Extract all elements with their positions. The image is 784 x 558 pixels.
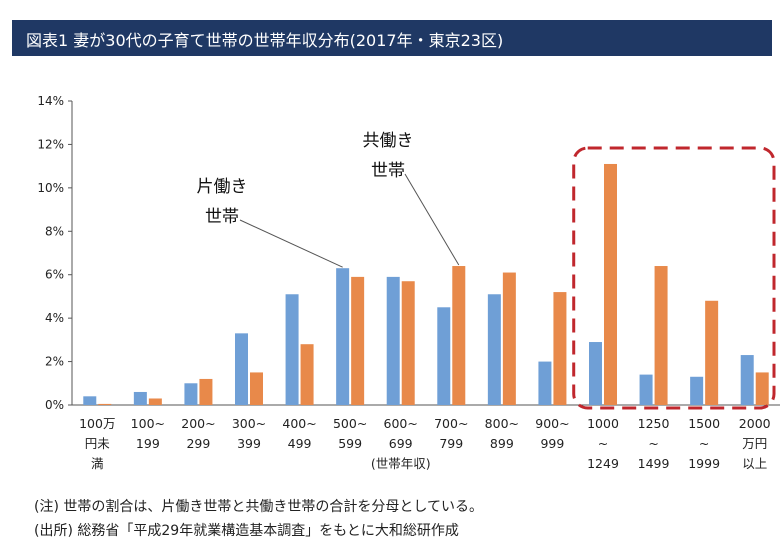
bar-single-income — [336, 268, 350, 405]
bar-single-income — [83, 396, 97, 405]
bar-dual-income — [502, 272, 516, 405]
bar-dual-income — [654, 266, 668, 405]
title-bar: 図表1 妻が30代の子育て世帯の世帯年収分布(2017年・東京23区) — [12, 20, 772, 56]
bar-single-income — [235, 333, 248, 405]
y-tick-label: 14% — [37, 94, 64, 108]
x-tick-label: ~ — [598, 436, 608, 451]
bar-single-income — [437, 307, 451, 405]
bar-single-income — [740, 355, 754, 405]
annotation-leader-line — [239, 219, 343, 268]
highlight-box — [572, 146, 776, 410]
x-tick-label: 499 — [288, 436, 312, 451]
bar-dual-income — [452, 266, 466, 405]
bar-single-income — [487, 294, 501, 405]
bar-dual-income — [98, 403, 112, 405]
y-tick-label: 2% — [45, 355, 64, 369]
annotation-label: 世帯 — [371, 161, 405, 181]
bar-single-income — [285, 294, 299, 405]
x-tick-label: 1499 — [638, 456, 670, 471]
bar-single-income — [538, 361, 552, 405]
source-text: (出所) 総務省「平成29年就業構造基本調査」をもとに大和総研作成 — [34, 523, 459, 539]
x-tick-label: 1500 — [688, 416, 720, 431]
y-tick-label: 10% — [37, 181, 64, 195]
bar-dual-income — [300, 344, 314, 405]
y-tick-label: 0% — [45, 398, 64, 412]
chart-title: 図表1 妻が30代の子育て世帯の世帯年収分布(2017年・東京23区) — [26, 31, 504, 50]
bar-dual-income — [250, 372, 263, 405]
x-tick-label: 100万 — [79, 416, 115, 431]
x-tick-label: 1250 — [638, 416, 670, 431]
bar-dual-income — [401, 281, 415, 405]
x-tick-label: 799 — [439, 436, 463, 451]
x-tick-label: 899 — [490, 436, 514, 451]
bar-dual-income — [553, 292, 567, 405]
x-tick-label: 満 — [91, 456, 104, 471]
x-tick-label: 万円 — [742, 436, 767, 451]
x-tick-label: 円未 — [85, 436, 111, 451]
y-tick-label: 4% — [45, 311, 64, 325]
x-tick-label: 900~ — [535, 416, 569, 431]
x-tick-label: 2000 — [739, 416, 771, 431]
x-tick-label: 400~ — [282, 416, 316, 431]
x-tick-label: 800~ — [485, 416, 519, 431]
bar-dual-income — [705, 300, 719, 405]
bar-dual-income — [351, 276, 365, 405]
bar-single-income — [184, 383, 198, 405]
y-tick-label: 8% — [45, 224, 64, 238]
x-tick-label: 以上 — [742, 456, 767, 471]
x-tick-label: 300~ — [232, 416, 266, 431]
x-tick-label: 299 — [186, 436, 210, 451]
y-tick-label: 12% — [37, 137, 64, 151]
x-tick-label: 1999 — [688, 456, 720, 471]
x-tick-label: 1249 — [587, 456, 619, 471]
x-tick-label: 1000 — [587, 416, 619, 431]
bar-dual-income — [199, 378, 213, 405]
x-tick-label: 600~ — [384, 416, 418, 431]
annotation-leader-line — [404, 173, 460, 266]
x-tick-label: 200~ — [181, 416, 215, 431]
y-tick-label: 6% — [45, 268, 64, 282]
x-tick-label: ~ — [648, 436, 658, 451]
x-tick-label: 100~ — [131, 416, 165, 431]
x-axis-title: (世帯年収) — [371, 456, 431, 471]
x-tick-label: 199 — [136, 436, 160, 451]
x-tick-label: 699 — [389, 436, 413, 451]
x-tick-label: 700~ — [434, 416, 468, 431]
bar-dual-income — [604, 163, 617, 405]
annotation-label: 共働き — [363, 131, 414, 151]
bar-single-income — [133, 391, 147, 405]
annotation-label: 片働き — [197, 177, 248, 197]
x-tick-label: 999 — [540, 436, 564, 451]
bar-single-income — [386, 276, 400, 405]
bar-single-income — [589, 342, 602, 405]
note-text: (注) 世帯の割合は、片働き世帯と共働き世帯の合計を分母としている。 — [34, 499, 483, 515]
bar-dual-income — [755, 372, 769, 405]
annotation-label: 世帯 — [205, 207, 239, 227]
bar-single-income — [690, 376, 704, 405]
x-tick-label: 399 — [237, 436, 261, 451]
x-tick-label: ~ — [699, 436, 709, 451]
bar-dual-income — [148, 398, 162, 405]
bar-single-income — [639, 374, 653, 405]
x-tick-label: 500~ — [333, 416, 367, 431]
x-tick-label: 599 — [338, 436, 362, 451]
